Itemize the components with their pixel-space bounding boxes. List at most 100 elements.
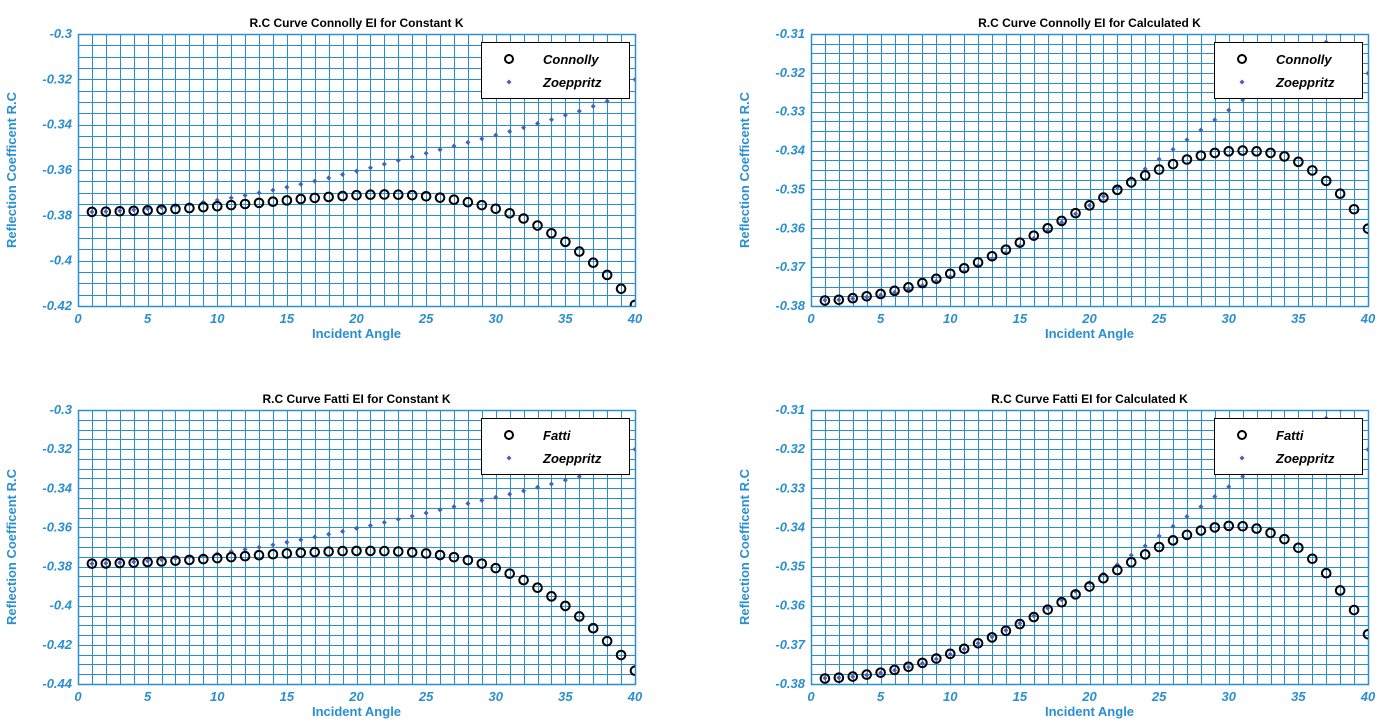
data-point-connolly <box>323 191 334 203</box>
y-tick-label: -0.42 <box>42 298 72 313</box>
data-point-zoeppritz <box>312 178 318 184</box>
legend: Connolly Zoeppritz <box>1214 42 1363 99</box>
data-point-connolly <box>211 200 223 212</box>
data-point-connolly <box>986 250 998 262</box>
data-point-zoeppritz <box>256 544 262 550</box>
x-tick-label: 5 <box>877 311 885 326</box>
data-point-zoeppritz <box>437 147 443 153</box>
legend-label: Connolly <box>543 52 599 67</box>
data-point-zoeppritz <box>256 190 262 196</box>
data-point-fatti <box>1028 611 1040 623</box>
data-point-fatti <box>198 553 209 565</box>
grid <box>78 34 636 307</box>
data-point-zoeppritz <box>562 112 568 118</box>
data-point-zoeppritz <box>1352 22 1357 27</box>
data-point-zoeppritz <box>507 128 513 134</box>
plot-frame <box>77 33 637 308</box>
legend-box <box>1214 42 1363 99</box>
y-tick-label: -0.34 <box>775 143 805 158</box>
data-point-zoeppritz <box>493 494 499 500</box>
data-point-zoeppritz <box>822 675 828 681</box>
data-point-zoeppritz <box>1352 398 1357 403</box>
data-point-fatti <box>1098 573 1109 584</box>
data-point-fatti <box>861 669 873 680</box>
data-point-fatti <box>917 657 928 669</box>
data-point-fatti <box>267 548 279 560</box>
data-point-zoeppritz <box>1212 117 1218 123</box>
data-point-connolly <box>875 288 886 300</box>
x-tick-label: 15 <box>1013 689 1028 704</box>
data-point-connolly <box>253 197 265 209</box>
x-tick-label: 15 <box>280 311 295 326</box>
data-point-connolly <box>847 292 859 304</box>
data-point-fatti <box>574 611 585 622</box>
data-point-fatti <box>560 600 571 612</box>
data-point-zoeppritz <box>326 175 332 181</box>
data-point-zoeppritz <box>1365 70 1368 76</box>
data-point-zoeppritz <box>1170 523 1176 529</box>
data-point-zoeppritz <box>1128 552 1134 558</box>
data-point-connolly <box>1098 192 1109 203</box>
data-point-connolly <box>574 246 585 257</box>
data-point-connolly <box>1153 164 1165 175</box>
y-tick-label: -0.35 <box>775 181 805 196</box>
data-point-connolly <box>601 269 613 281</box>
x-tick-label: 25 <box>1151 689 1167 704</box>
data-point-zoeppritz <box>1184 513 1190 519</box>
x-tick-label: 5 <box>877 689 885 704</box>
data-point-connolly <box>448 194 460 205</box>
data-point-connolly <box>1237 145 1248 156</box>
data-point-connolly <box>337 190 348 202</box>
data-point-fatti <box>128 557 139 568</box>
data-point-connolly <box>170 203 181 215</box>
data-point-zoeppritz <box>1226 107 1232 113</box>
x-tick-label: 35 <box>558 689 573 704</box>
legend-label: Zoeppritz <box>1275 451 1335 466</box>
data-point-connolly <box>420 190 432 202</box>
data-point-zoeppritz <box>548 117 554 123</box>
plot-frame <box>810 33 1370 308</box>
data-point-zoeppritz <box>381 161 387 167</box>
data-point-zoeppritz <box>354 525 359 531</box>
data-point-zoeppritz <box>228 195 234 201</box>
data-point-connolly <box>1265 147 1276 159</box>
data-point-zoeppritz <box>1045 605 1051 611</box>
data-point-zoeppritz <box>437 507 443 513</box>
data-point-zoeppritz <box>340 172 346 178</box>
y-tick-label: -0.33 <box>775 480 805 495</box>
y-tick-label: -0.31 <box>775 402 805 417</box>
data-point-zoeppritz <box>1170 146 1176 152</box>
data-point-zoeppritz <box>145 558 151 564</box>
data-point-zoeppritz <box>878 670 884 676</box>
data-point-fatti <box>504 568 515 579</box>
data-point-fatti <box>434 549 446 561</box>
x-tick-label: 35 <box>558 311 573 326</box>
data-point-fatti <box>1265 527 1276 539</box>
data-point-connolly <box>532 220 543 231</box>
data-point-fatti <box>958 643 970 655</box>
data-point-zoeppritz <box>312 534 318 540</box>
data-point-connolly <box>1167 158 1179 170</box>
x-tick-label: 10 <box>210 689 225 704</box>
chart-title: R.C Curve Connolly EI for Calculated K <box>978 16 1201 30</box>
series-fatti <box>86 545 635 676</box>
data-point-connolly <box>587 257 599 269</box>
grid <box>811 34 1369 307</box>
data-point-connolly <box>267 196 279 208</box>
data-point-zoeppritz <box>1240 474 1246 480</box>
data-point-zoeppritz <box>423 510 429 516</box>
data-point-zoeppritz <box>270 542 276 548</box>
data-point-fatti <box>156 556 167 567</box>
data-point-zoeppritz <box>1198 504 1204 510</box>
legend-label: Zoeppritz <box>1275 75 1335 90</box>
data-point-fatti <box>1320 567 1332 579</box>
chart-panel-3: R.C Curve Fatti EI for Constant K Inciden… <box>4 392 643 719</box>
data-point-zoeppritz <box>1365 447 1368 453</box>
data-point-zoeppritz <box>1003 627 1009 633</box>
data-point-connolly <box>1070 207 1081 219</box>
data-point-connolly <box>1000 244 1012 255</box>
data-point-zoeppritz <box>103 560 109 566</box>
y-tick-label: -0.38 <box>775 298 805 313</box>
data-point-fatti <box>86 558 98 569</box>
chart-title: R.C Curve Fatti EI for Constant K <box>262 392 450 406</box>
